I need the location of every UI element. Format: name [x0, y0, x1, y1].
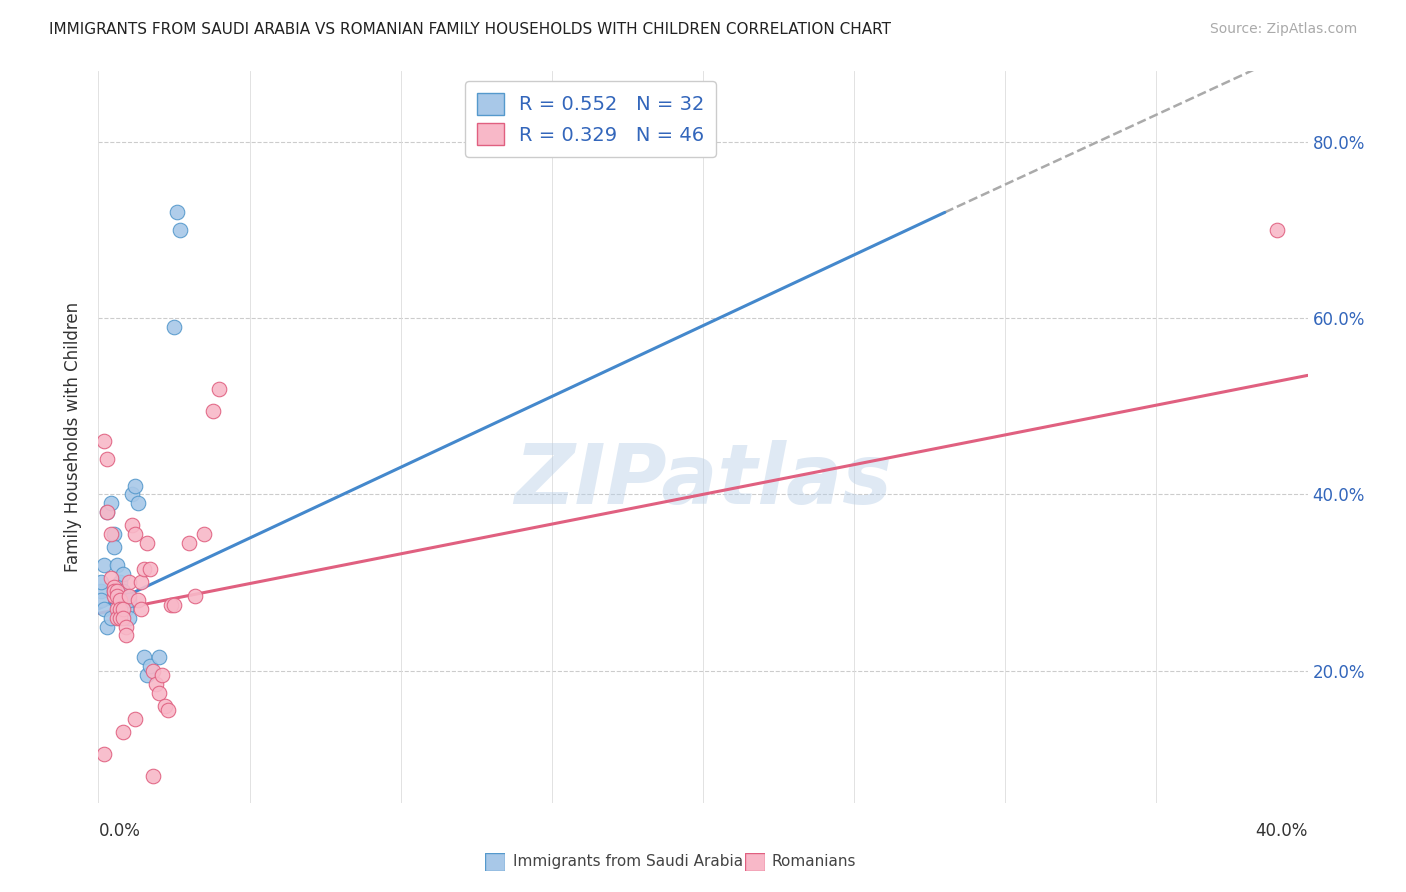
Point	[121, 518, 143, 533]
Point	[127, 593, 149, 607]
Point	[114, 602, 136, 616]
Point	[108, 593, 131, 607]
Y-axis label: Family Households with Children: Family Households with Children	[65, 302, 83, 572]
Point	[108, 593, 131, 607]
Point	[121, 487, 143, 501]
Point	[90, 575, 112, 590]
Point	[118, 589, 141, 603]
Point	[105, 589, 128, 603]
Point	[111, 611, 134, 625]
Point	[163, 320, 186, 334]
Point	[156, 703, 179, 717]
Text: Source: ZipAtlas.com: Source: ZipAtlas.com	[1209, 22, 1357, 37]
Point	[202, 403, 225, 417]
Point	[114, 628, 136, 642]
Point	[108, 602, 131, 616]
Point	[114, 619, 136, 633]
Point	[129, 602, 152, 616]
Point	[105, 584, 128, 599]
Point	[139, 659, 162, 673]
Point	[163, 598, 186, 612]
Point	[105, 602, 128, 616]
Point	[108, 575, 131, 590]
Text: ZIPatlas: ZIPatlas	[515, 441, 891, 522]
Point	[114, 593, 136, 607]
Point	[108, 611, 131, 625]
Point	[111, 602, 134, 616]
Point	[111, 566, 134, 581]
Point	[100, 611, 122, 625]
Point	[90, 593, 112, 607]
Text: Immigrants from Saudi Arabia: Immigrants from Saudi Arabia	[513, 855, 744, 869]
Point	[135, 536, 157, 550]
Point	[1267, 223, 1289, 237]
Point	[132, 650, 155, 665]
Point	[96, 505, 118, 519]
Point	[150, 668, 173, 682]
Point	[93, 602, 115, 616]
Point	[124, 527, 146, 541]
Point	[93, 434, 115, 449]
Point	[160, 598, 183, 612]
Point	[103, 580, 125, 594]
Point	[103, 527, 125, 541]
Point	[96, 452, 118, 467]
Point	[111, 584, 134, 599]
Point	[118, 575, 141, 590]
Point	[148, 686, 170, 700]
Point	[118, 593, 141, 607]
Point	[93, 558, 115, 572]
Point	[208, 382, 231, 396]
Point	[193, 527, 215, 541]
Point	[105, 580, 128, 594]
Legend: R = 0.552   N = 32, R = 0.329   N = 46: R = 0.552 N = 32, R = 0.329 N = 46	[465, 81, 716, 157]
Point	[96, 505, 118, 519]
Point	[169, 223, 191, 237]
Point	[132, 562, 155, 576]
Point	[103, 584, 125, 599]
Point	[103, 589, 125, 603]
Point	[96, 619, 118, 633]
Point	[93, 747, 115, 762]
Point	[124, 478, 146, 492]
Point	[166, 205, 188, 219]
Text: 40.0%: 40.0%	[1256, 822, 1308, 840]
Point	[103, 584, 125, 599]
Point	[142, 769, 165, 783]
Point	[100, 496, 122, 510]
Point	[142, 664, 165, 678]
Point	[103, 540, 125, 554]
Text: IMMIGRANTS FROM SAUDI ARABIA VS ROMANIAN FAMILY HOUSEHOLDS WITH CHILDREN CORRELA: IMMIGRANTS FROM SAUDI ARABIA VS ROMANIAN…	[49, 22, 891, 37]
Point	[124, 712, 146, 726]
Point	[127, 496, 149, 510]
Point	[90, 584, 112, 599]
Text: 0.0%: 0.0%	[98, 822, 141, 840]
Text: Romanians: Romanians	[772, 855, 856, 869]
Point	[184, 589, 207, 603]
Point	[100, 571, 122, 585]
Point	[148, 650, 170, 665]
Point	[111, 725, 134, 739]
Point	[129, 575, 152, 590]
Point	[105, 611, 128, 625]
Point	[100, 527, 122, 541]
Point	[118, 611, 141, 625]
Point	[105, 558, 128, 572]
Point	[179, 536, 201, 550]
Point	[153, 698, 176, 713]
Point	[145, 677, 167, 691]
Point	[139, 562, 162, 576]
Point	[135, 668, 157, 682]
